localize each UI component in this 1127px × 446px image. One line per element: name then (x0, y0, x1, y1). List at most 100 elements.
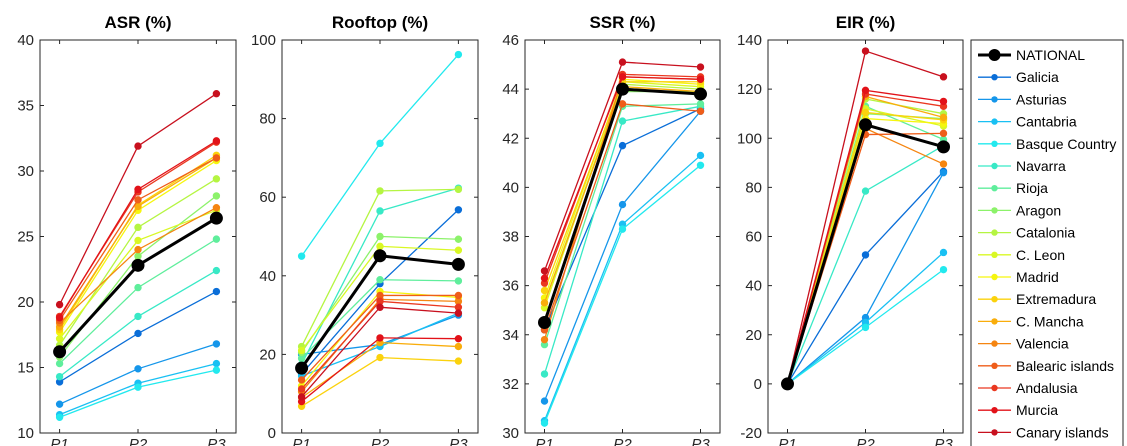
legend-marker (991, 384, 998, 392)
legend-marker (991, 318, 998, 325)
legend-marker (988, 49, 1001, 61)
series-rioja (783, 102, 948, 388)
legend-label: Extremadura (1016, 291, 1096, 307)
y-tick-label: 100 (737, 130, 762, 147)
legend-item: Andalusia (978, 380, 1078, 396)
data-point (212, 359, 221, 368)
data-point (297, 393, 306, 401)
series-line (543, 78, 701, 299)
data-point (696, 151, 705, 160)
legend-marker (991, 162, 998, 170)
data-point (540, 286, 549, 295)
y-tick-label: 30 (17, 163, 34, 180)
legend-label: Valencia (1016, 336, 1069, 352)
data-point (939, 73, 948, 81)
x-tick-label: P1 (292, 436, 310, 446)
legend-label: Rioja (1016, 180, 1048, 196)
data-point (376, 334, 384, 342)
legend-item: Balearic islands (978, 358, 1114, 374)
series-basque-country (783, 265, 948, 388)
series-line (787, 172, 945, 385)
legend-marker (991, 340, 998, 347)
series-c-leon (783, 105, 948, 388)
chart-title: ASR (%) (104, 13, 171, 32)
data-point (376, 276, 384, 284)
y-tick-label: 34 (502, 327, 519, 344)
legend-label: Andalusia (1016, 380, 1078, 396)
legend-label: C. Mancha (1016, 313, 1084, 329)
x-tick-label: P2 (129, 436, 148, 446)
data-point (696, 161, 705, 169)
series-balearic-islands (540, 100, 705, 334)
x-tick-label: P1 (50, 436, 68, 446)
series-galicia (540, 105, 705, 334)
x-tick-label: P3 (449, 436, 468, 446)
y-tick-label: 30 (502, 425, 519, 442)
data-point (134, 196, 142, 204)
data-point (454, 309, 463, 317)
data-point (53, 345, 67, 359)
legend-label: Navarra (1016, 158, 1066, 174)
data-point (540, 335, 549, 344)
data-point (861, 251, 870, 259)
y-tick-label: 25 (17, 229, 34, 246)
data-point (618, 117, 627, 125)
legend-item: Catalonia (978, 225, 1075, 241)
y-tick-label: 42 (502, 130, 519, 147)
x-tick-label: P3 (934, 436, 953, 446)
data-point (134, 312, 142, 321)
y-tick-label: 120 (737, 81, 762, 98)
legend-item: C. Leon (978, 247, 1065, 263)
series-extremadura (783, 108, 948, 388)
data-point (373, 249, 387, 263)
data-point (696, 63, 705, 71)
y-tick-label: 80 (745, 179, 762, 196)
legend-item: Murcia (978, 402, 1058, 418)
data-point (134, 383, 142, 391)
y-tick-label: 20 (259, 346, 276, 363)
data-point (297, 252, 306, 260)
series-extremadura (297, 353, 463, 410)
data-point (618, 58, 627, 66)
y-tick-label: 100 (251, 32, 276, 49)
data-point (454, 334, 463, 343)
legend-label: C. Leon (1016, 247, 1065, 263)
y-tick-label: 36 (502, 278, 519, 295)
legend-marker (991, 118, 998, 125)
legend-label: NATIONAL (1016, 47, 1085, 63)
data-point (134, 142, 142, 150)
legend-label: Murcia (1016, 402, 1058, 418)
data-point (696, 100, 705, 108)
x-tick-label: P2 (856, 436, 875, 446)
y-tick-label: 80 (259, 111, 276, 128)
data-point (861, 47, 870, 55)
data-point (297, 376, 306, 384)
y-tick-label: 40 (502, 179, 519, 196)
series-line (543, 154, 701, 421)
series-line (786, 113, 944, 385)
series-canary-islands (540, 58, 705, 275)
y-tick-label: 46 (502, 32, 519, 49)
series-c-leon (297, 242, 463, 355)
series-line (543, 83, 701, 304)
data-point (454, 277, 463, 285)
legend: NATIONAL Galicia Asturias Cantabria Basque C… (970, 39, 1124, 446)
x-tick-label: P3 (691, 436, 710, 446)
legend-marker (991, 229, 998, 236)
legend-item: Asturias (978, 91, 1067, 107)
series-navarra (783, 141, 948, 388)
series-murcia (55, 137, 221, 322)
y-tick-label: 32 (502, 376, 519, 393)
data-point (454, 357, 463, 365)
x-tick-label: P2 (613, 436, 632, 446)
series-catalonia (297, 185, 463, 351)
legend-marker (991, 74, 998, 81)
data-point (540, 274, 549, 282)
y-tick-label: 60 (745, 229, 762, 246)
data-point (696, 107, 705, 115)
series-basque-country (297, 50, 463, 260)
chart-panel-3: SSR (%) 30 32 34 36 38 40 42 44 46 P1 P2 P3 (502, 13, 721, 446)
x-tick-label: P2 (371, 436, 390, 446)
series-galicia (783, 167, 948, 388)
chart-panel-4: EIR (%) -20 0 20 40 60 80 100 120 140 P1 P2 P3 (737, 13, 964, 446)
